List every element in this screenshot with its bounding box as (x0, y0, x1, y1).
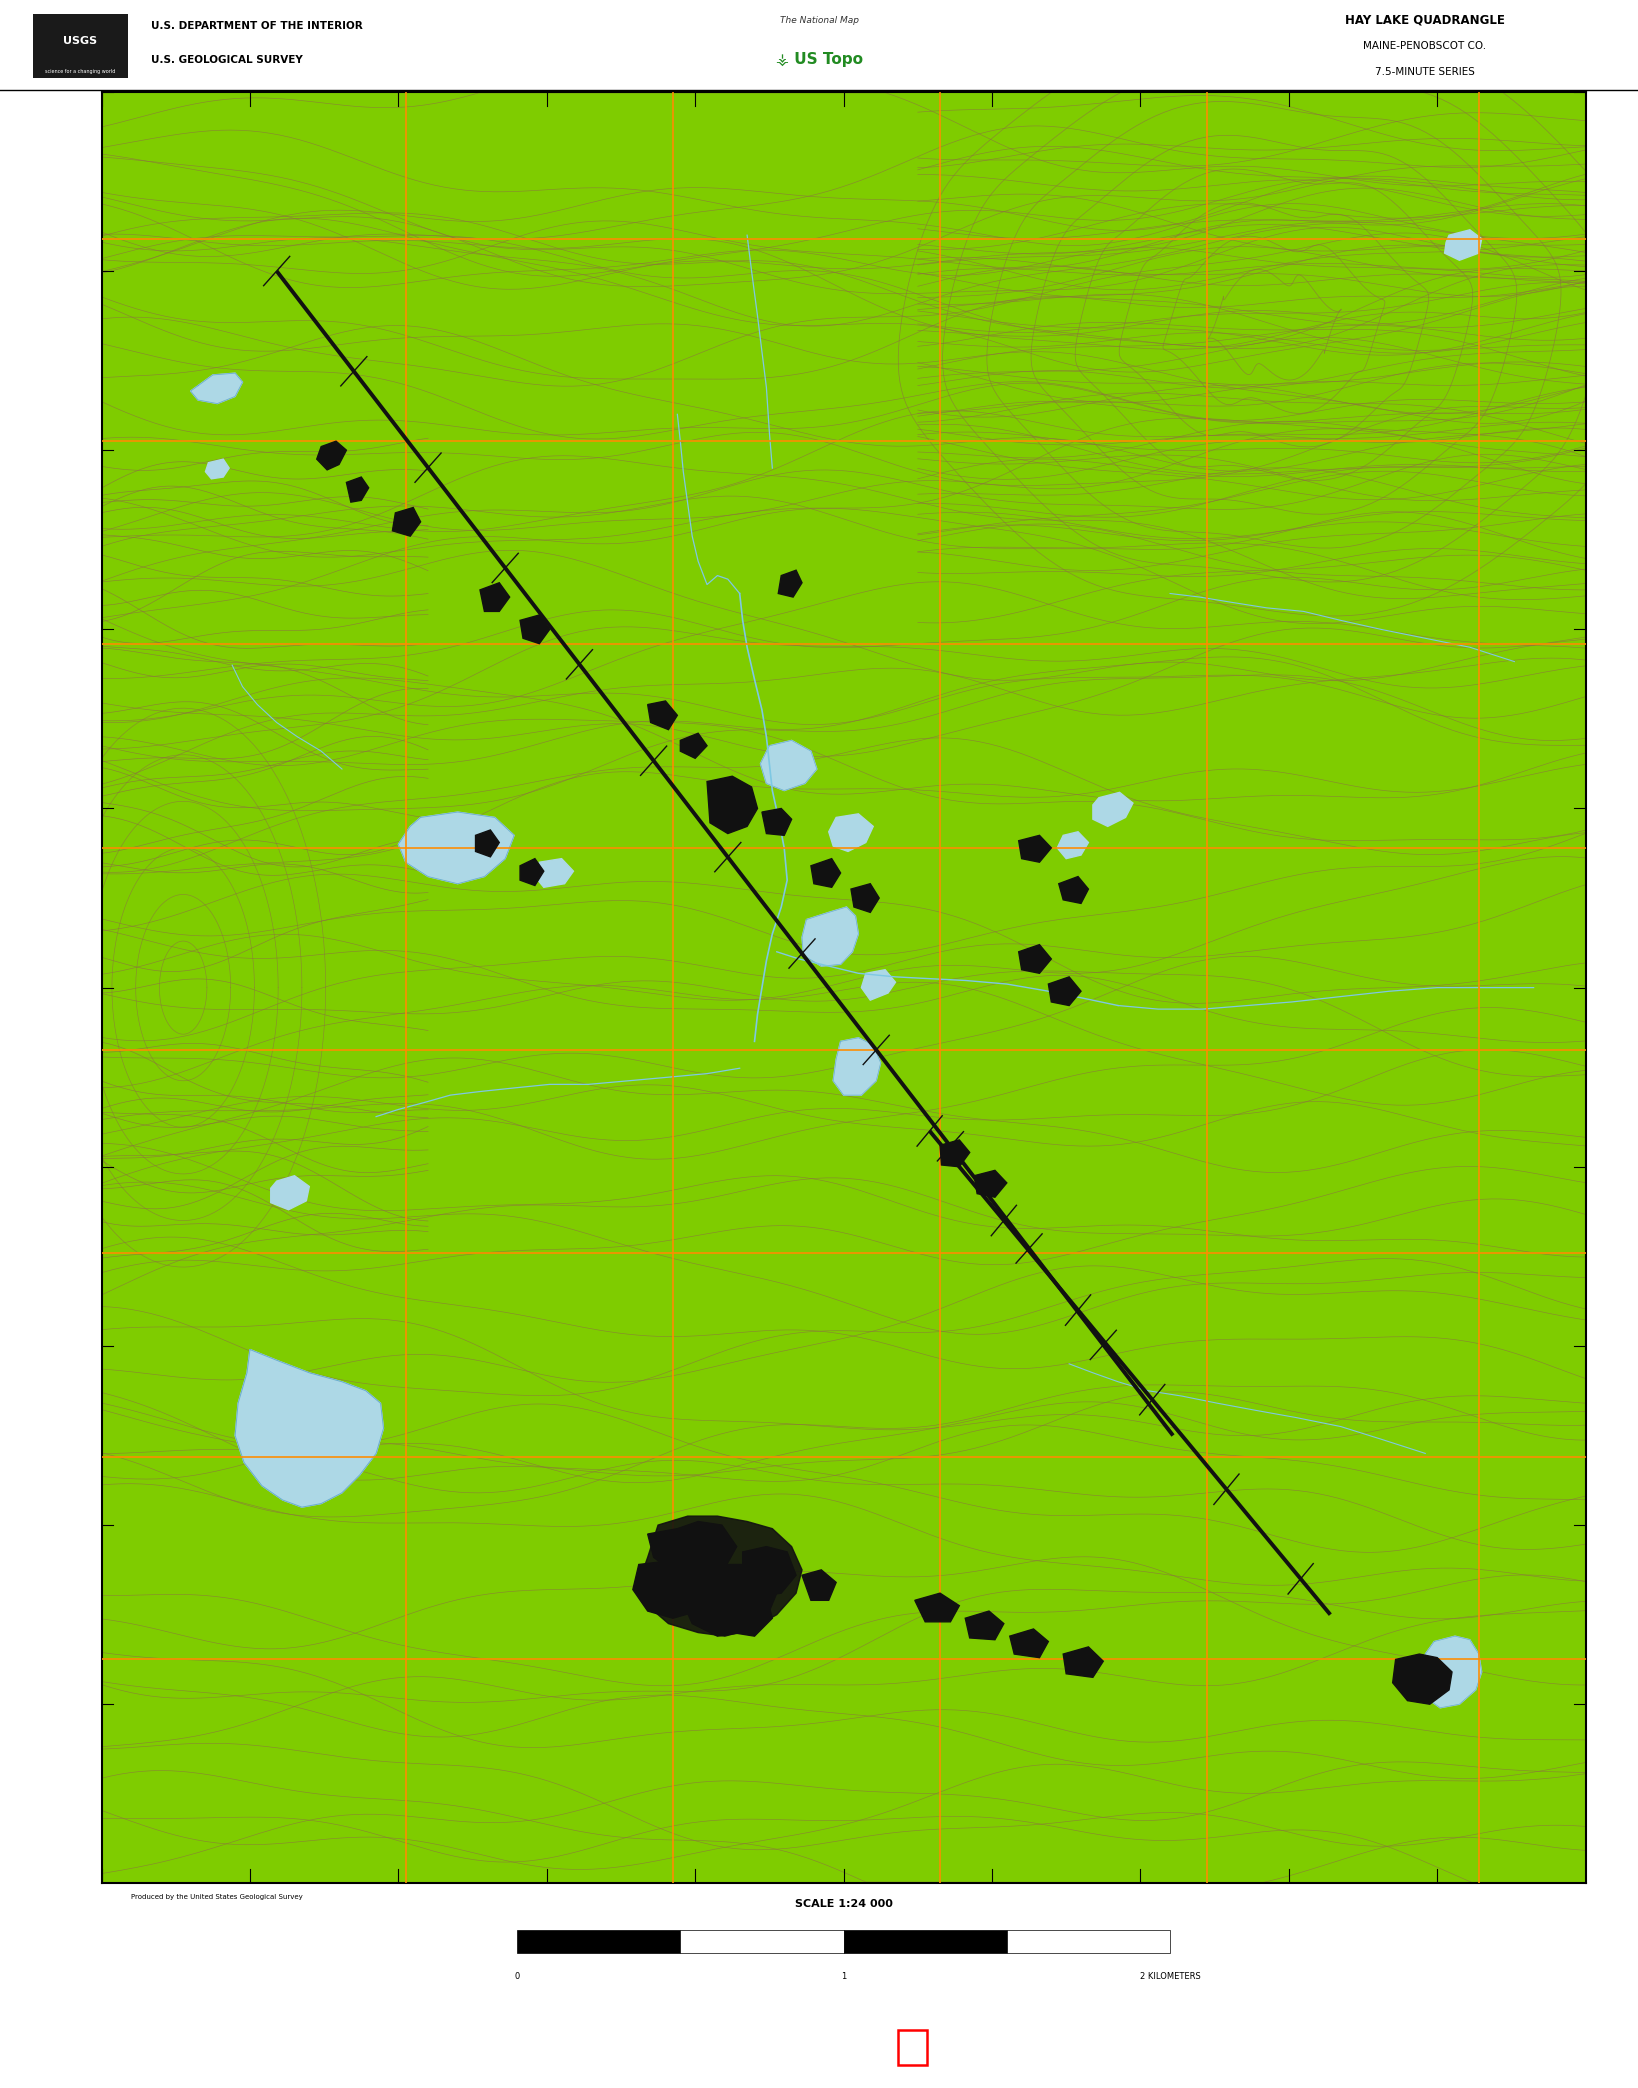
Bar (1007, 1929, 1170, 1952)
Polygon shape (803, 906, 858, 967)
Text: The National Map: The National Map (780, 17, 858, 25)
Polygon shape (1019, 835, 1052, 862)
Text: Produced by the United States Geological Survey: Produced by the United States Geological… (131, 1894, 303, 1900)
Polygon shape (316, 441, 346, 470)
Text: USGS: USGS (64, 35, 97, 46)
Polygon shape (393, 507, 421, 537)
Polygon shape (346, 476, 369, 501)
Polygon shape (762, 808, 791, 835)
Polygon shape (940, 1140, 970, 1167)
Bar (680, 1929, 844, 1952)
Text: MAINE-PENOBSCOT CO.: MAINE-PENOBSCOT CO. (1363, 42, 1487, 50)
Text: 1: 1 (840, 1973, 847, 1982)
Polygon shape (914, 1593, 960, 1622)
Polygon shape (270, 1176, 310, 1209)
Text: ⚶ US Topo: ⚶ US Topo (775, 52, 863, 67)
Polygon shape (1057, 831, 1088, 858)
Polygon shape (1392, 1654, 1451, 1704)
Polygon shape (519, 616, 550, 643)
Text: 7.5-MINUTE SERIES: 7.5-MINUTE SERIES (1376, 67, 1474, 77)
Polygon shape (519, 858, 544, 885)
Polygon shape (1019, 944, 1052, 973)
Text: 2 KILOMETERS: 2 KILOMETERS (1140, 1973, 1201, 1982)
Polygon shape (1063, 1647, 1104, 1677)
Polygon shape (778, 570, 803, 597)
Bar (33, 15, 128, 77)
Polygon shape (680, 733, 708, 758)
Polygon shape (632, 1562, 708, 1618)
Text: SCALE 1:24 000: SCALE 1:24 000 (794, 1898, 893, 1908)
Polygon shape (1445, 230, 1482, 261)
Polygon shape (834, 1038, 881, 1094)
Bar (844, 1929, 1007, 1952)
Polygon shape (639, 1516, 803, 1637)
Polygon shape (1420, 1637, 1482, 1708)
Polygon shape (742, 1547, 796, 1597)
Bar (518, 1929, 680, 1952)
Text: science for a changing world: science for a changing world (46, 69, 115, 75)
Text: U.S. DEPARTMENT OF THE INTERIOR: U.S. DEPARTMENT OF THE INTERIOR (151, 21, 362, 31)
Polygon shape (205, 459, 229, 478)
Polygon shape (829, 814, 873, 852)
Polygon shape (536, 858, 573, 887)
Polygon shape (475, 829, 500, 856)
Polygon shape (862, 969, 896, 1000)
Polygon shape (398, 812, 514, 883)
Bar (898, 2030, 927, 2065)
Polygon shape (1058, 877, 1088, 904)
Polygon shape (975, 1171, 1007, 1196)
Text: HAY LAKE QUADRANGLE: HAY LAKE QUADRANGLE (1345, 15, 1505, 27)
Text: U.S. GEOLOGICAL SURVEY: U.S. GEOLOGICAL SURVEY (151, 54, 303, 65)
Polygon shape (1093, 791, 1133, 827)
Polygon shape (708, 777, 757, 833)
Polygon shape (803, 1570, 835, 1599)
Polygon shape (965, 1612, 1004, 1639)
Polygon shape (760, 741, 817, 791)
Polygon shape (647, 1522, 737, 1579)
Text: 0: 0 (514, 1973, 519, 1982)
Polygon shape (1048, 977, 1081, 1006)
Polygon shape (680, 1564, 776, 1637)
Polygon shape (190, 374, 242, 403)
Polygon shape (811, 858, 840, 887)
Polygon shape (722, 1587, 773, 1637)
Polygon shape (852, 883, 880, 912)
Polygon shape (1009, 1629, 1048, 1658)
Polygon shape (480, 583, 509, 612)
Polygon shape (647, 702, 678, 729)
Polygon shape (236, 1349, 383, 1508)
